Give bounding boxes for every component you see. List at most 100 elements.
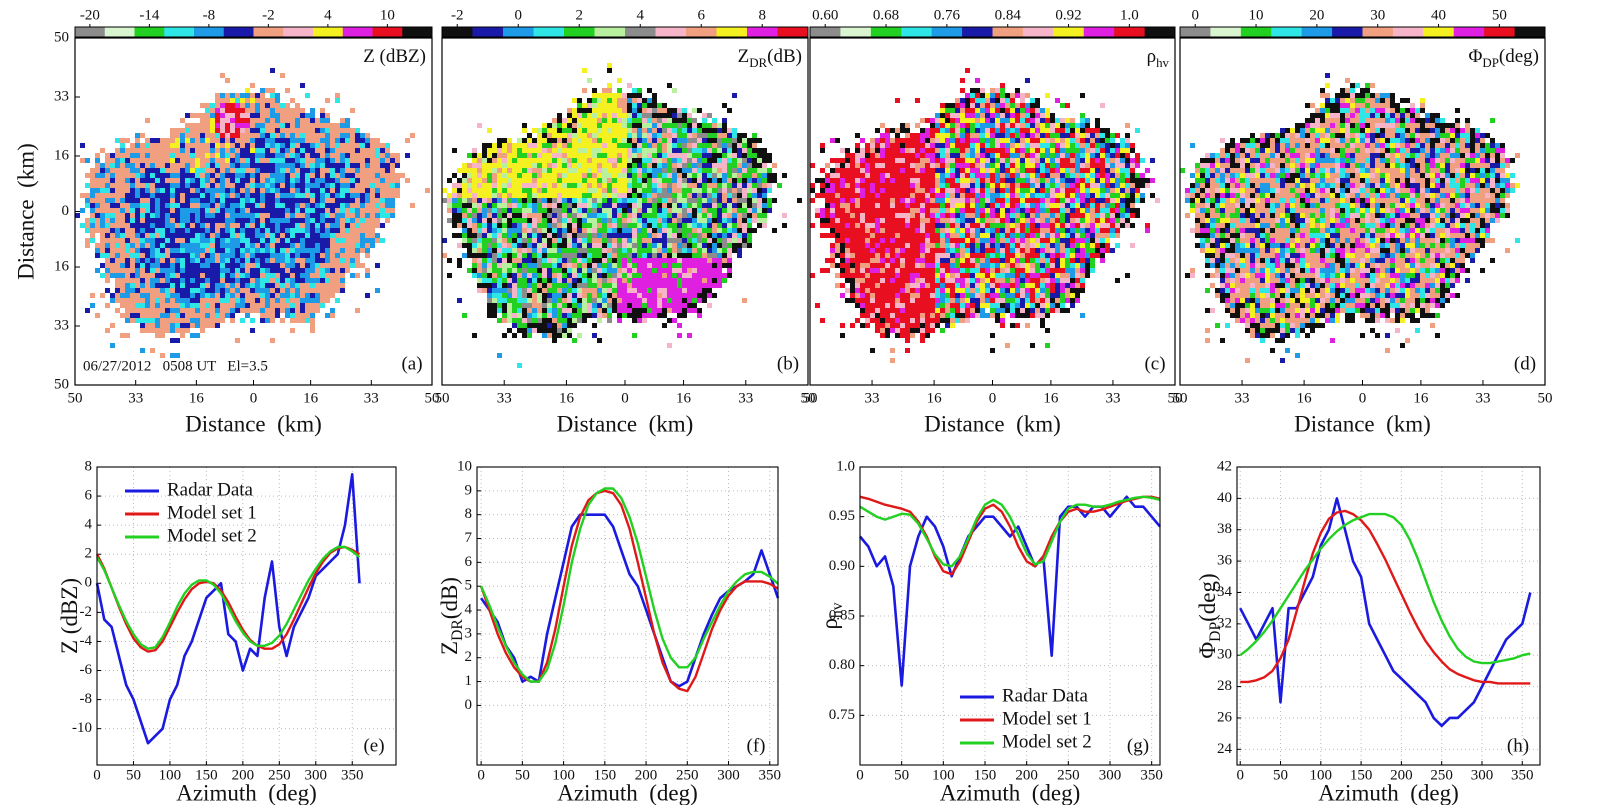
radar-pixel [477, 283, 482, 288]
radar-pixel [210, 188, 215, 193]
radar-pixel [345, 128, 350, 133]
radar-pixel [295, 178, 300, 183]
radar-pixel [762, 223, 767, 228]
radar-pixel [180, 133, 185, 138]
radar-pixel [712, 248, 717, 253]
radar-pixel [250, 148, 255, 153]
radar-pixel [315, 218, 320, 223]
radar-pixel [280, 153, 285, 158]
radar-pixel [250, 293, 255, 298]
radar-pixel [180, 293, 185, 298]
radar-pixel [335, 263, 340, 268]
radar-pixel [532, 158, 537, 163]
radar-pixel [310, 228, 315, 233]
radar-pixel [340, 158, 345, 163]
radar-pixel [677, 168, 682, 173]
radar-pixel [667, 123, 672, 128]
radar-pixel [587, 313, 592, 318]
radar-pixel [552, 138, 557, 143]
radar-pixel [672, 258, 677, 263]
radar-pixel [220, 238, 225, 243]
radar-pixel [687, 213, 692, 218]
radar-pixel [637, 273, 642, 278]
radar-pixel [587, 138, 592, 143]
radar-pixel [165, 223, 170, 228]
radar-pixel [240, 113, 245, 118]
radar-pixel [622, 248, 627, 253]
radar-pixel [375, 178, 380, 183]
radar-pixel [300, 263, 305, 268]
radar-pixel [295, 273, 300, 278]
radar-pixel [235, 93, 240, 98]
radar-pixel [300, 118, 305, 123]
radar-pixel [140, 198, 145, 203]
radar-pixel [732, 243, 737, 248]
radar-pixel [707, 158, 712, 163]
radar-pixel [305, 223, 310, 228]
radar-pixel [1020, 113, 1025, 118]
radar-pixel [220, 198, 225, 203]
radar-pixel [125, 173, 130, 178]
radar-pixel [130, 208, 135, 213]
radar-pixel [270, 173, 275, 178]
radar-pixel [742, 168, 747, 173]
radar-pixel [395, 153, 400, 158]
radar-pixel [662, 193, 667, 198]
radar-pixel [265, 158, 270, 163]
radar-pixel [395, 178, 400, 183]
radar-pixel [732, 208, 737, 213]
radar-pixel [120, 153, 125, 158]
radar-pixel [180, 193, 185, 198]
radar-pixel [687, 133, 692, 138]
colorbar-cell [871, 27, 902, 37]
radar-pixel [722, 133, 727, 138]
radar-pixel [240, 133, 245, 138]
radar-pixel [652, 283, 657, 288]
radar-pixel [482, 248, 487, 253]
colorbar-cell [1053, 27, 1084, 37]
radar-pixel [330, 138, 335, 143]
radar-pixel [517, 293, 522, 298]
radar-pixel [522, 303, 527, 308]
radar-pixel [687, 183, 692, 188]
radar-pixel [532, 278, 537, 283]
radar-pixel [235, 338, 240, 343]
radar-pixel [587, 228, 592, 233]
radar-pixel [225, 268, 230, 273]
radar-pixel [682, 293, 687, 298]
radar-pixel [225, 233, 230, 238]
radar-pixel [135, 213, 140, 218]
radar-pixel [702, 273, 707, 278]
radar-pixel [90, 238, 95, 243]
radar-pixel [572, 298, 577, 303]
radar-pixel [245, 158, 250, 163]
radar-pixel [230, 243, 235, 248]
radar-pixel [677, 178, 682, 183]
radar-pixel [602, 313, 607, 318]
radar-pixel [145, 158, 150, 163]
radar-pixel [225, 158, 230, 163]
radar-pixel [577, 313, 582, 318]
radar-pixel [677, 188, 682, 193]
radar-pixel [395, 193, 400, 198]
radar-pixel [627, 298, 632, 303]
radar-pixel [105, 158, 110, 163]
radar-pixel [245, 143, 250, 148]
radar-pixel [350, 173, 355, 178]
radar-pixel [632, 183, 637, 188]
radar-pixel [130, 153, 135, 158]
radar-pixel [1100, 103, 1105, 108]
radar-pixel [467, 173, 472, 178]
radar-pixel [687, 263, 692, 268]
radar-pixel [165, 273, 170, 278]
radar-pixel [255, 268, 260, 273]
radar-pixel [350, 258, 355, 263]
radar-pixel [995, 98, 1000, 103]
radar-pixel [617, 158, 622, 163]
radar-pixel [477, 193, 482, 198]
radar-pixel [592, 98, 597, 103]
radar-pixel [130, 213, 135, 218]
radar-pixel [677, 273, 682, 278]
radar-pixel [200, 288, 205, 293]
radar-pixel [140, 163, 145, 168]
